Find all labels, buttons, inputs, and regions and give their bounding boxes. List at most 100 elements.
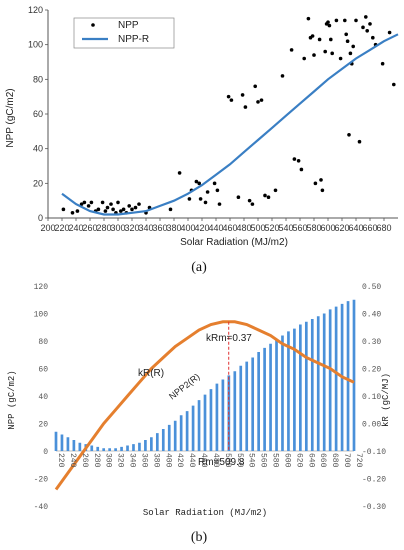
npp-point bbox=[354, 18, 358, 23]
npp-point bbox=[96, 207, 101, 212]
npp-point bbox=[197, 181, 201, 186]
x-tick-label: 260 bbox=[82, 223, 97, 233]
npp-point bbox=[116, 200, 120, 205]
npp2-bar bbox=[120, 446, 123, 451]
y-tick-label: 100 bbox=[28, 40, 43, 50]
npp-point bbox=[205, 190, 210, 194]
npp2-bar bbox=[132, 444, 135, 451]
npp-point bbox=[253, 84, 257, 89]
x-tick-label: 680 bbox=[330, 453, 339, 468]
x-tick-label: 620 bbox=[334, 223, 349, 233]
npp2-bar bbox=[90, 445, 94, 451]
npp-point bbox=[280, 74, 285, 78]
y-tick-label: 60 bbox=[33, 109, 43, 119]
panel-b-y-ticks: 120 100 80 60 40 20 0 -20 -40 bbox=[34, 283, 49, 512]
npp2-bar bbox=[179, 415, 183, 451]
npp2-bar bbox=[257, 352, 260, 451]
npp-point bbox=[329, 37, 333, 42]
npp2-bar bbox=[203, 394, 207, 451]
npp2-bar bbox=[263, 347, 266, 451]
npp2-bar bbox=[114, 448, 117, 451]
x-tick-label: 340 bbox=[128, 453, 137, 468]
x-tick-label: 600 bbox=[320, 223, 335, 233]
npp-point bbox=[348, 51, 353, 56]
npp2-bar bbox=[346, 301, 350, 451]
panel-a-y-label: NPP (gC/m2) bbox=[5, 88, 16, 147]
npp2-bar bbox=[185, 411, 189, 451]
x-tick-label: 420 bbox=[175, 453, 184, 468]
npp-point bbox=[380, 61, 385, 66]
x-tick-label: 240 bbox=[68, 223, 83, 233]
panel-b-npp2-label: NPP2(R) bbox=[167, 372, 202, 402]
npp-point bbox=[177, 171, 182, 175]
npp2-bar bbox=[245, 361, 249, 451]
npp-point bbox=[198, 197, 203, 201]
npp2-bar bbox=[221, 379, 225, 451]
npp-point bbox=[79, 202, 84, 206]
npp2-bar bbox=[54, 431, 58, 451]
right-y-tick-label: 0.10 bbox=[362, 393, 381, 402]
npp2-bar bbox=[144, 440, 147, 451]
panel-a-x-label: Solar Radiation (MJ/m2) bbox=[180, 237, 288, 248]
npp-point bbox=[263, 193, 267, 198]
npp-point bbox=[75, 209, 80, 213]
npp-point bbox=[330, 51, 335, 56]
npp2-bar bbox=[138, 442, 141, 451]
npp2-bar bbox=[96, 446, 100, 451]
x-tick-label: 440 bbox=[187, 453, 196, 468]
x-tick-label: 540 bbox=[278, 223, 293, 233]
npp2-bar bbox=[78, 442, 82, 451]
npp-point bbox=[168, 207, 173, 212]
npp2-bar bbox=[304, 321, 308, 451]
npp-point bbox=[344, 32, 349, 37]
x-tick-label: 360 bbox=[152, 223, 167, 233]
npp-point bbox=[127, 204, 131, 208]
npp-point bbox=[250, 202, 255, 206]
x-tick-label: 640 bbox=[348, 223, 363, 233]
npp-point bbox=[313, 181, 318, 186]
x-tick-label: 660 bbox=[362, 223, 377, 233]
npp-point bbox=[365, 29, 370, 33]
npp-point bbox=[119, 209, 123, 213]
npp2-bar bbox=[328, 309, 332, 451]
npp2-bar bbox=[334, 306, 338, 451]
x-tick-label: 280 bbox=[96, 223, 111, 233]
npp-point bbox=[371, 35, 375, 40]
x-tick-label: 260 bbox=[80, 453, 89, 468]
npp-point bbox=[103, 209, 108, 213]
x-tick-label: 520 bbox=[235, 453, 244, 468]
npp2-bar bbox=[233, 371, 237, 451]
npp-point bbox=[289, 48, 294, 52]
x-tick-label: 400 bbox=[163, 453, 172, 468]
x-tick-label: 540 bbox=[247, 453, 256, 468]
npp-point bbox=[194, 179, 199, 184]
x-tick-label: 380 bbox=[151, 453, 160, 468]
npp-point bbox=[327, 23, 332, 28]
npp2-bar bbox=[310, 319, 314, 451]
panel-a-label: (a) bbox=[191, 260, 207, 275]
npp-point bbox=[215, 188, 220, 193]
y-tick-label: 0 bbox=[38, 213, 43, 223]
right-y-tick-label: 0.20 bbox=[362, 366, 381, 375]
npp2-bar bbox=[72, 440, 76, 451]
x-tick-label: 680 bbox=[376, 223, 391, 233]
npp-point bbox=[259, 98, 264, 102]
npp-point bbox=[338, 56, 343, 61]
x-tick-label: 500 bbox=[250, 223, 265, 233]
y-tick-label: 40 bbox=[38, 393, 48, 402]
x-tick-label: 660 bbox=[318, 453, 327, 468]
x-tick-label: 200 bbox=[40, 223, 55, 233]
x-tick-label: 300 bbox=[104, 453, 113, 468]
npp-point bbox=[361, 25, 365, 30]
y-tick-label: 20 bbox=[33, 178, 43, 188]
npp-point bbox=[296, 159, 301, 163]
x-tick-label: 420 bbox=[194, 223, 209, 233]
y-tick-label: 60 bbox=[38, 366, 48, 375]
npp-point bbox=[310, 34, 315, 38]
npp-point bbox=[226, 94, 231, 99]
x-tick-label: 720 bbox=[354, 453, 363, 468]
npp-point bbox=[137, 202, 141, 206]
npp-point bbox=[317, 37, 322, 42]
npp2-bar bbox=[287, 331, 290, 451]
